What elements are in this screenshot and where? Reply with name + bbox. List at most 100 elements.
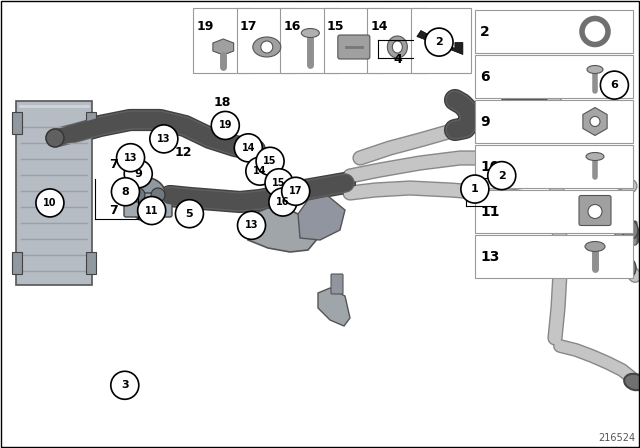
Circle shape	[261, 41, 273, 53]
Text: 7: 7	[109, 204, 118, 217]
Text: 2: 2	[498, 171, 506, 181]
FancyBboxPatch shape	[475, 55, 633, 98]
Polygon shape	[213, 39, 234, 55]
Circle shape	[138, 197, 166, 224]
FancyBboxPatch shape	[475, 100, 633, 143]
Circle shape	[111, 178, 140, 206]
Circle shape	[150, 125, 178, 153]
FancyBboxPatch shape	[338, 35, 370, 59]
Circle shape	[111, 371, 139, 399]
Text: 14: 14	[241, 143, 255, 153]
FancyBboxPatch shape	[411, 8, 471, 73]
Polygon shape	[298, 196, 345, 240]
Ellipse shape	[387, 36, 407, 58]
Circle shape	[269, 188, 297, 216]
Circle shape	[461, 175, 489, 203]
FancyBboxPatch shape	[475, 235, 633, 278]
Circle shape	[246, 157, 274, 185]
Ellipse shape	[131, 188, 145, 202]
FancyBboxPatch shape	[280, 8, 340, 73]
FancyBboxPatch shape	[193, 8, 253, 73]
Text: 9: 9	[480, 115, 490, 129]
Text: 2: 2	[480, 25, 490, 39]
Polygon shape	[248, 208, 318, 252]
Text: 19: 19	[218, 121, 232, 130]
Circle shape	[265, 169, 293, 197]
Circle shape	[234, 134, 262, 162]
Circle shape	[124, 160, 152, 188]
Circle shape	[425, 28, 453, 56]
Text: 13: 13	[157, 134, 171, 144]
Circle shape	[116, 144, 145, 172]
FancyBboxPatch shape	[237, 8, 297, 73]
Polygon shape	[417, 30, 463, 55]
Text: 17: 17	[240, 20, 257, 33]
Text: 8: 8	[122, 187, 129, 197]
Text: 11: 11	[480, 204, 499, 219]
FancyBboxPatch shape	[475, 145, 633, 188]
Ellipse shape	[248, 143, 262, 157]
Text: 216524: 216524	[598, 433, 635, 443]
FancyBboxPatch shape	[86, 112, 96, 134]
Ellipse shape	[46, 129, 64, 147]
Text: 2: 2	[435, 37, 443, 47]
Circle shape	[211, 112, 239, 139]
FancyBboxPatch shape	[475, 10, 633, 53]
Circle shape	[282, 177, 310, 205]
FancyBboxPatch shape	[12, 252, 22, 274]
Text: 14: 14	[371, 20, 388, 33]
Text: 15: 15	[263, 156, 277, 166]
Text: 18: 18	[214, 95, 232, 109]
Ellipse shape	[586, 152, 604, 160]
FancyBboxPatch shape	[367, 8, 428, 73]
Ellipse shape	[151, 188, 165, 202]
Circle shape	[590, 116, 600, 126]
Text: 6: 6	[611, 80, 618, 90]
Text: 7: 7	[109, 158, 118, 171]
Circle shape	[588, 204, 602, 219]
Circle shape	[237, 211, 266, 239]
FancyBboxPatch shape	[331, 274, 343, 294]
FancyBboxPatch shape	[124, 193, 172, 217]
Circle shape	[600, 71, 628, 99]
Text: 13: 13	[124, 153, 138, 163]
Text: 16: 16	[284, 20, 301, 33]
Text: 10: 10	[43, 198, 57, 208]
Circle shape	[256, 147, 284, 175]
Polygon shape	[318, 288, 350, 326]
Circle shape	[488, 162, 516, 190]
Ellipse shape	[587, 65, 603, 73]
Text: 5: 5	[186, 209, 193, 219]
Text: 17: 17	[289, 186, 303, 196]
Ellipse shape	[620, 258, 636, 278]
Circle shape	[36, 189, 64, 217]
Text: 12: 12	[175, 146, 193, 159]
Circle shape	[175, 200, 204, 228]
Text: 14: 14	[253, 166, 267, 176]
Text: 3: 3	[121, 380, 129, 390]
Polygon shape	[583, 108, 607, 135]
Ellipse shape	[301, 29, 319, 38]
Text: 13: 13	[480, 250, 499, 263]
Text: 16: 16	[276, 197, 290, 207]
Ellipse shape	[129, 178, 167, 222]
Text: 19: 19	[196, 20, 214, 33]
Text: 13: 13	[244, 220, 259, 230]
Ellipse shape	[622, 220, 638, 240]
Ellipse shape	[392, 41, 403, 53]
FancyBboxPatch shape	[86, 252, 96, 274]
FancyBboxPatch shape	[475, 190, 633, 233]
Ellipse shape	[624, 374, 640, 390]
Text: 6: 6	[480, 69, 490, 83]
FancyBboxPatch shape	[615, 221, 637, 245]
FancyBboxPatch shape	[324, 8, 384, 73]
FancyBboxPatch shape	[16, 101, 92, 285]
Ellipse shape	[253, 37, 281, 57]
Text: 10: 10	[480, 159, 499, 173]
Text: 15: 15	[327, 20, 344, 33]
FancyBboxPatch shape	[579, 195, 611, 225]
FancyBboxPatch shape	[12, 112, 22, 134]
Text: 1: 1	[471, 184, 479, 194]
Text: 11: 11	[145, 206, 159, 215]
Ellipse shape	[585, 241, 605, 251]
